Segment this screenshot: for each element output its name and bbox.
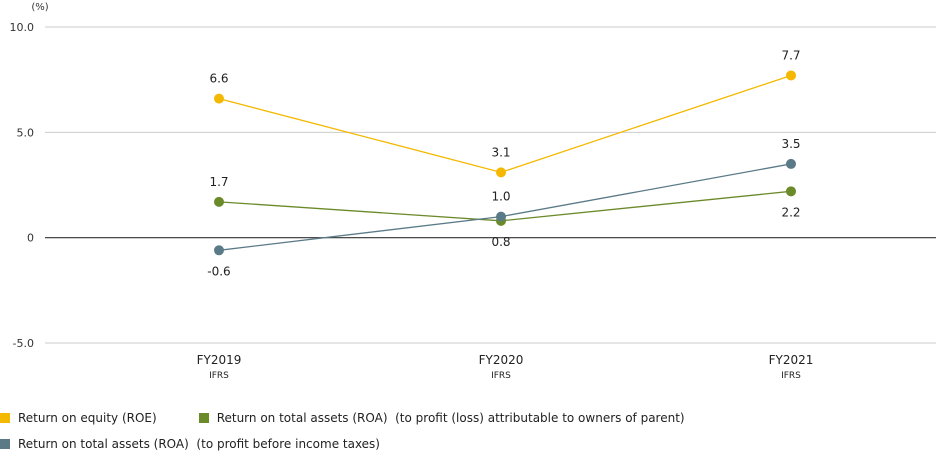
x-category-sublabel-1: IFRS (491, 371, 511, 381)
legend-item-roe: Return on equity (ROE) (0, 411, 157, 425)
x-category-sublabel-2: IFRS (781, 371, 801, 381)
y-tick-label-2: 0 (27, 232, 34, 245)
data-point-roa_parent-2 (786, 186, 796, 197)
data-label-roe-0: 6.6 (209, 72, 228, 86)
data-label-roe-2: 7.7 (781, 48, 800, 62)
data-point-roe-0 (214, 93, 224, 104)
line-chart: (%) 10.0 5.0 0 -5.0 FY2019 IFRS FY2020 IFRS FY202… (10, 2, 936, 381)
data-point-roa_pretax-0 (214, 245, 224, 256)
y-tick-label-1: 5.0 (17, 126, 35, 139)
legend-label-roe: Return on equity (ROE) (18, 411, 157, 425)
legend-swatch-roa-parent (198, 413, 209, 423)
data-point-roa_pretax-1 (496, 211, 506, 222)
x-category-label-2: FY2021 (769, 353, 814, 367)
data-point-roe-2 (786, 70, 796, 81)
legend-row-1: Return on equity (ROE) Return on total a… (0, 411, 727, 425)
data-label-roa_pretax-0: -0.6 (207, 264, 230, 278)
data-label-roa_pretax-2: 3.5 (781, 137, 800, 151)
legend-item-roa-parent: Return on total assets (ROA) (to profit … (198, 411, 685, 425)
y-tick-label-3: -5.0 (13, 337, 34, 350)
x-category-sublabel-0: IFRS (209, 371, 229, 381)
legend-swatch-roe (0, 413, 10, 423)
x-category-label-0: FY2019 (197, 353, 242, 367)
data-label-roe-1: 3.1 (491, 145, 510, 159)
legend-label-roa-parent: Return on total assets (ROA) (to profit … (216, 411, 685, 425)
legend-label-roa-pretax: Return on total assets (ROA) (to profit … (18, 437, 380, 451)
data-label-roa_parent-2: 2.2 (781, 205, 800, 219)
data-point-roa_parent-0 (214, 196, 224, 207)
data-label-roa_parent-0: 1.7 (209, 175, 228, 189)
data-point-roa_pretax-2 (786, 158, 796, 169)
data-label-roa_pretax-1: 1.0 (491, 190, 510, 204)
y-tick-label-0: 10.0 (10, 21, 35, 34)
data-label-roa_parent-1: 0.8 (491, 235, 510, 249)
y-axis-unit-label: (%) (31, 2, 48, 13)
legend-item-roa-pretax: Return on total assets (ROA) (to profit … (0, 437, 380, 451)
data-point-roe-1 (496, 167, 506, 178)
x-category-label-1: FY2020 (479, 353, 524, 367)
legend-swatch-roa-pretax (0, 439, 10, 449)
legend-row-2: Return on total assets (ROA) (to profit … (0, 437, 422, 451)
